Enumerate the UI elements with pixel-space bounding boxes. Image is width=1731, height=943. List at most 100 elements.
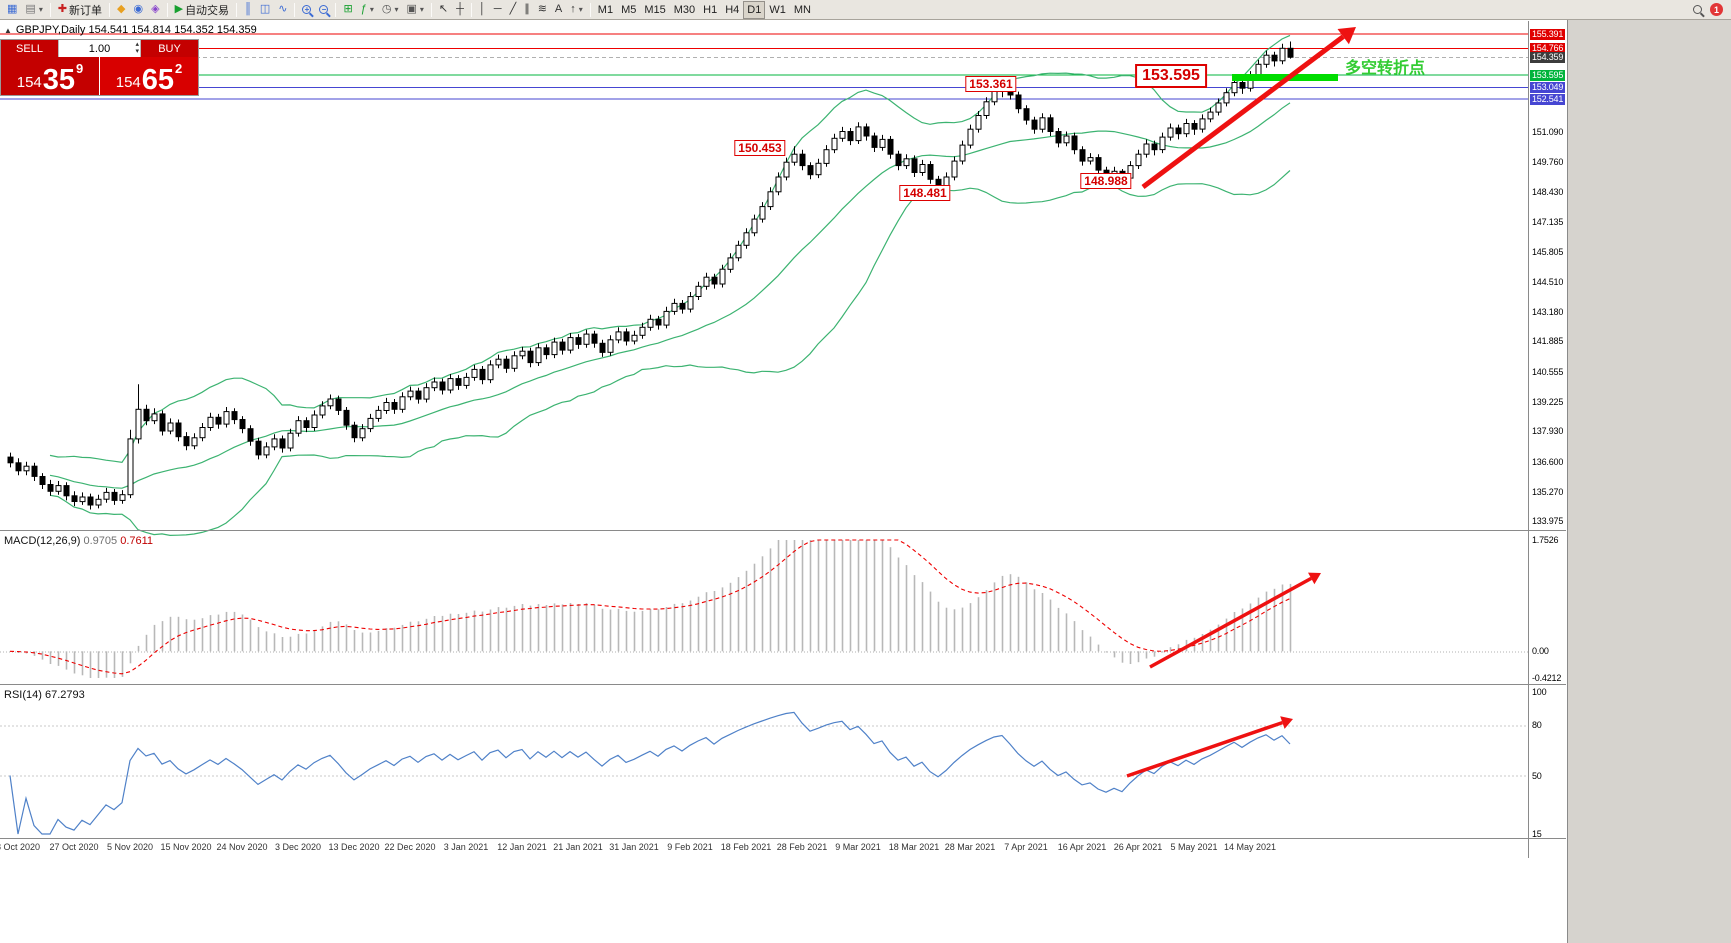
indicators-icon: ƒ — [360, 3, 367, 15]
buy-price-point: 2 — [175, 61, 183, 76]
volume-up-icon[interactable]: ▴ — [135, 41, 139, 48]
turning-point-annotation[interactable]: 多空转折点 — [1345, 60, 1426, 77]
periods-icon: ◷ — [381, 3, 392, 15]
rsi-axis-label: 100 — [1532, 687, 1547, 697]
search-icon[interactable] — [1693, 5, 1702, 14]
zoom-in-icon: + — [302, 5, 312, 14]
price-annotation-label[interactable]: 153.595 — [1135, 64, 1207, 88]
time-axis-label: 13 Dec 2020 — [328, 842, 380, 852]
price-annotation-label[interactable]: 150.453 — [734, 140, 786, 156]
fibonacci-tool-icon: ≋ — [537, 3, 547, 15]
macd-indicator — [0, 539, 1528, 678]
time-axis-label: 28 Feb 2021 — [776, 842, 828, 852]
time-axis-label: 22 Dec 2020 — [384, 842, 436, 852]
crosshair-tool-button[interactable]: ┼ — [452, 1, 468, 19]
time-axis[interactable]: 8 Oct 2020 27 Oct 2020 5 Nov 2020 15 Nov 20… — [0, 842, 1530, 858]
trend-arrows[interactable] — [1126, 27, 1356, 778]
zoom-out-icon: − — [319, 5, 329, 14]
profiles-icon: ▤ — [25, 3, 36, 15]
indicators-button[interactable]: ƒ ▾ — [357, 1, 378, 19]
timeframe-d1-button[interactable]: D1 — [743, 0, 766, 19]
timeframe-m5-button[interactable]: M5 — [617, 1, 640, 19]
rsi-label: RSI(14) — [4, 689, 42, 701]
community-button[interactable]: ◈ — [147, 1, 163, 19]
zoom-in-button[interactable]: + — [298, 1, 315, 19]
candlestick-chart-button[interactable]: ◫ — [256, 1, 274, 19]
bar-chart-button[interactable]: ║ — [240, 1, 256, 19]
toolbar-separator — [236, 2, 238, 17]
price-annotation-label[interactable]: 148.988 — [1080, 173, 1132, 189]
timeframe-m15-button-label: M15 — [644, 3, 666, 16]
zoom-out-button[interactable]: − — [315, 1, 332, 19]
panel-borders — [0, 20, 1568, 943]
tile-windows-button[interactable]: ⊞ — [339, 1, 356, 19]
timeframe-m30-button[interactable]: M30 — [670, 1, 699, 19]
price-annotation-label[interactable]: 148.481 — [899, 185, 951, 201]
new-order-button-label: 新订单 — [69, 4, 103, 17]
tile-windows-icon: ⊞ — [343, 3, 353, 15]
toolbar-separator — [109, 2, 111, 17]
volume-value: 1.00 — [88, 42, 111, 55]
rsi-indicator — [0, 711, 1528, 835]
autotrading-button[interactable]: ▶ 自动交易 — [171, 1, 233, 19]
buy-price-button[interactable]: 154 65 2 — [100, 57, 198, 95]
macd-main-value: 0.9705 — [83, 535, 118, 547]
new-chart-button[interactable]: ▦ — [3, 1, 21, 19]
notification-badge[interactable]: 1 — [1710, 3, 1723, 16]
sell-price-button[interactable]: 154 35 9 — [1, 57, 100, 95]
vertical-line-tool-button[interactable]: │ — [475, 1, 490, 19]
volume-down-icon[interactable]: ▾ — [135, 48, 139, 55]
horizontal-lines[interactable] — [0, 33, 1528, 100]
time-axis-label: 18 Feb 2021 — [720, 842, 772, 852]
timeframe-m15-button[interactable]: M15 — [640, 1, 669, 19]
timeframe-m1-button[interactable]: M1 — [594, 1, 617, 19]
horizontal-line-tool-icon: ─ — [493, 3, 502, 15]
price-axis-label: 137.930 — [1532, 426, 1564, 437]
new-order-icon: ✚ — [57, 3, 68, 15]
price-scale[interactable]: 155.391 154.766 154.359 153.595 153.049 152.5… — [1530, 0, 1567, 943]
cursor-tool-icon: ↖ — [438, 3, 449, 15]
time-axis-label: 7 Apr 2021 — [1004, 842, 1048, 852]
time-axis-label: 8 Oct 2020 — [0, 842, 41, 852]
price-axis-label: 135.270 — [1532, 486, 1564, 497]
new-order-button[interactable]: ✚ 新订单 — [54, 1, 106, 19]
profiles-button[interactable]: ▤ ▾ — [21, 1, 46, 19]
price-axis-label: 153.049 — [1530, 82, 1566, 94]
timeframe-w1-button[interactable]: W1 — [765, 1, 790, 19]
time-axis-label: 15 Nov 2020 — [160, 842, 212, 852]
volume-input[interactable]: 1.00 ▴ ▾ — [58, 40, 141, 57]
time-axis-label: 27 Oct 2020 — [49, 842, 99, 852]
timeframe-mn-button-label: MN — [793, 3, 811, 16]
metaeditor-button[interactable]: ◆ — [113, 1, 129, 19]
text-tool-button[interactable]: A — [551, 1, 566, 19]
time-axis-label: 5 May 2021 — [1170, 842, 1218, 852]
cursor-tool-button[interactable]: ↖ — [435, 1, 452, 19]
time-axis-label: 12 Jan 2021 — [497, 842, 547, 852]
macd-header: MACD(12,26,9) 0.9705 0.7611 — [4, 535, 153, 547]
time-axis-label: 9 Mar 2021 — [835, 842, 881, 852]
fibonacci-tool-button[interactable]: ≋ — [534, 1, 551, 19]
toolbar-separator — [470, 2, 472, 17]
timeframe-h1-button[interactable]: H1 — [699, 1, 721, 19]
collapse-icon[interactable]: ▲ — [4, 25, 12, 35]
price-axis-label: 155.391 — [1530, 28, 1566, 40]
templates-button[interactable]: ▣ ▾ — [402, 1, 427, 19]
autotrading-icon: ▶ — [174, 3, 184, 15]
line-chart-button[interactable]: ∿ — [274, 1, 291, 19]
channel-tool-button[interactable]: ∥ — [520, 1, 534, 19]
timeframe-mn-button[interactable]: MN — [790, 1, 815, 19]
periods-button[interactable]: ◷ ▾ — [378, 1, 403, 19]
time-axis-label: 3 Jan 2021 — [443, 842, 489, 852]
timeframe-h1-button-label: H1 — [703, 3, 718, 16]
price-annotation-label[interactable]: 153.361 — [965, 76, 1017, 92]
rsi-axis-label: 80 — [1532, 720, 1542, 731]
market-button[interactable]: ◉ — [130, 1, 148, 19]
arrows-tool-button[interactable]: ↑ ▾ — [566, 1, 587, 19]
horizontal-line-tool-button[interactable]: ─ — [490, 1, 506, 19]
timeframe-h4-button[interactable]: H4 — [721, 1, 743, 19]
chart-info-line: ▲ GBPJPY,Daily 154.541 154.814 154.352 1… — [4, 24, 257, 36]
timeframe-m30-button-label: M30 — [673, 3, 696, 16]
trendline-tool-button[interactable]: ╱ — [506, 1, 521, 19]
